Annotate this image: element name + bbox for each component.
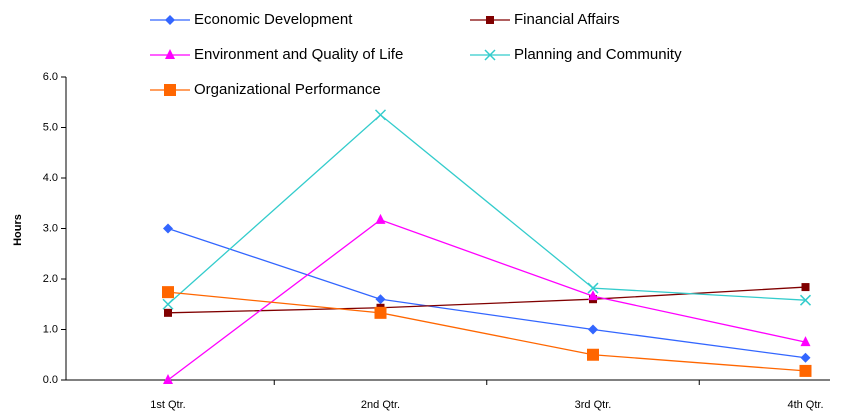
marker (374, 306, 387, 319)
marker (164, 308, 172, 317)
marker (588, 290, 598, 301)
series-line (167, 286, 806, 314)
marker (801, 283, 810, 292)
x-tick-label: 2nd Qtr. (361, 399, 400, 411)
legend-label: Environment and Quality of Life (194, 46, 403, 63)
series-line (167, 219, 806, 381)
marker (163, 223, 173, 234)
marker (165, 49, 175, 59)
marker (164, 84, 176, 96)
marker (799, 364, 812, 377)
marker (800, 336, 811, 347)
marker (588, 324, 598, 335)
marker (375, 294, 386, 305)
y-tick-label: 4.0 (43, 172, 58, 184)
x-tick-label: 1st Qtr. (150, 399, 185, 411)
marker (587, 348, 599, 361)
marker (799, 294, 812, 306)
marker (375, 213, 386, 224)
legend-label: Planning and Community (514, 46, 682, 63)
legend-label: Financial Affairs (514, 11, 620, 28)
y-tick-label: 0.0 (43, 374, 58, 386)
series-line (167, 114, 806, 305)
legend-label: Economic Development (194, 11, 353, 28)
y-tick-label: 2.0 (43, 273, 58, 285)
x-tick-label: 3rd Qtr. (575, 399, 612, 411)
y-tick-label: 1.0 (43, 323, 58, 335)
marker (163, 374, 173, 384)
x-tick-label: 4th Qtr. (787, 399, 823, 411)
marker (800, 352, 811, 363)
y-axis-title: Hours (12, 214, 24, 246)
marker (484, 49, 496, 61)
marker (486, 16, 494, 24)
marker (162, 286, 174, 299)
y-tick-label: 5.0 (43, 121, 58, 133)
legend-label: Organizational Performance (194, 81, 381, 98)
marker (162, 298, 174, 310)
series-line (167, 291, 806, 372)
y-tick-label: 6.0 (43, 71, 58, 83)
marker (587, 282, 599, 294)
marker (165, 15, 175, 25)
series-line (167, 227, 806, 359)
marker (374, 109, 387, 121)
y-tick-label: 3.0 (43, 222, 58, 234)
